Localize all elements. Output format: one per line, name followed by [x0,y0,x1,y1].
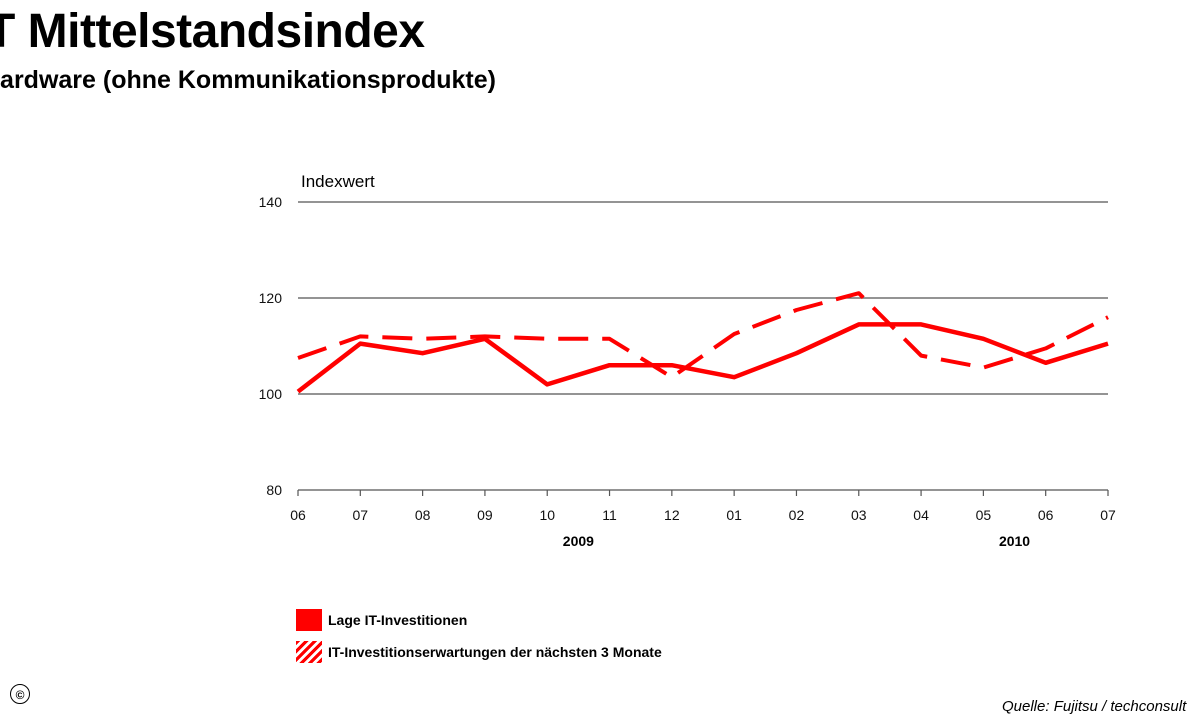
y-tick-labels: 80 100 120 140 [259,194,283,498]
legend-swatch-hatched [296,641,322,663]
x-tick-label: 06 [1038,507,1054,523]
copyright-icon: © [10,684,30,704]
legend-item-lage: Lage IT-Investitionen [296,608,662,632]
x-tick-label: 08 [415,507,431,523]
legend-item-erwartungen: IT-Investitionserwartungen der nächsten … [296,640,662,664]
chart-subtitle: Hardware (ohne Kommunikationsprodukte) [0,66,496,94]
x-tick-label: 06 [290,507,306,523]
x-tick-label: 07 [353,507,369,523]
x-tick-label: 09 [477,507,493,523]
x-tick-label: 10 [539,507,555,523]
year-label: 2010 [999,533,1030,549]
x-tick-label: 05 [976,507,992,523]
x-tick-label: 07 [1100,507,1116,523]
y-axis-label: Indexwert [301,172,375,191]
legend: Lage IT-Investitionen IT-Investitionserw… [296,608,662,672]
x-tick-label: 02 [789,507,805,523]
series-line-erwartungen [297,291,1109,380]
year-label: 2009 [563,533,594,549]
x-tick-label: 03 [851,507,867,523]
grid-lines [298,201,1108,395]
y-tick-label: 140 [259,194,283,210]
legend-swatch-solid [296,609,322,631]
x-axis [297,489,1109,496]
series-line-lage [296,322,1109,394]
source-credit: Quelle: Fujitsu / techconsult [1002,698,1187,715]
x-tick-label: 04 [913,507,929,523]
x-tick-label: 11 [602,507,617,523]
legend-label: IT-Investitionserwartungen der nächsten … [328,644,662,660]
y-tick-label: 80 [266,482,282,498]
x-tick-label: 12 [664,507,680,523]
year-labels: 2009 2010 [563,533,1031,549]
legend-label: Lage IT-Investitionen [328,612,468,628]
x-tick-label: 01 [726,507,742,523]
x-tick-labels: 06 07 08 09 10 11 12 01 02 03 04 05 06 07 [290,507,1116,523]
y-tick-label: 120 [259,290,283,306]
series-lines [296,291,1109,394]
chart-title: T Mittelstandsindex [0,5,425,58]
y-tick-label: 100 [259,386,283,402]
